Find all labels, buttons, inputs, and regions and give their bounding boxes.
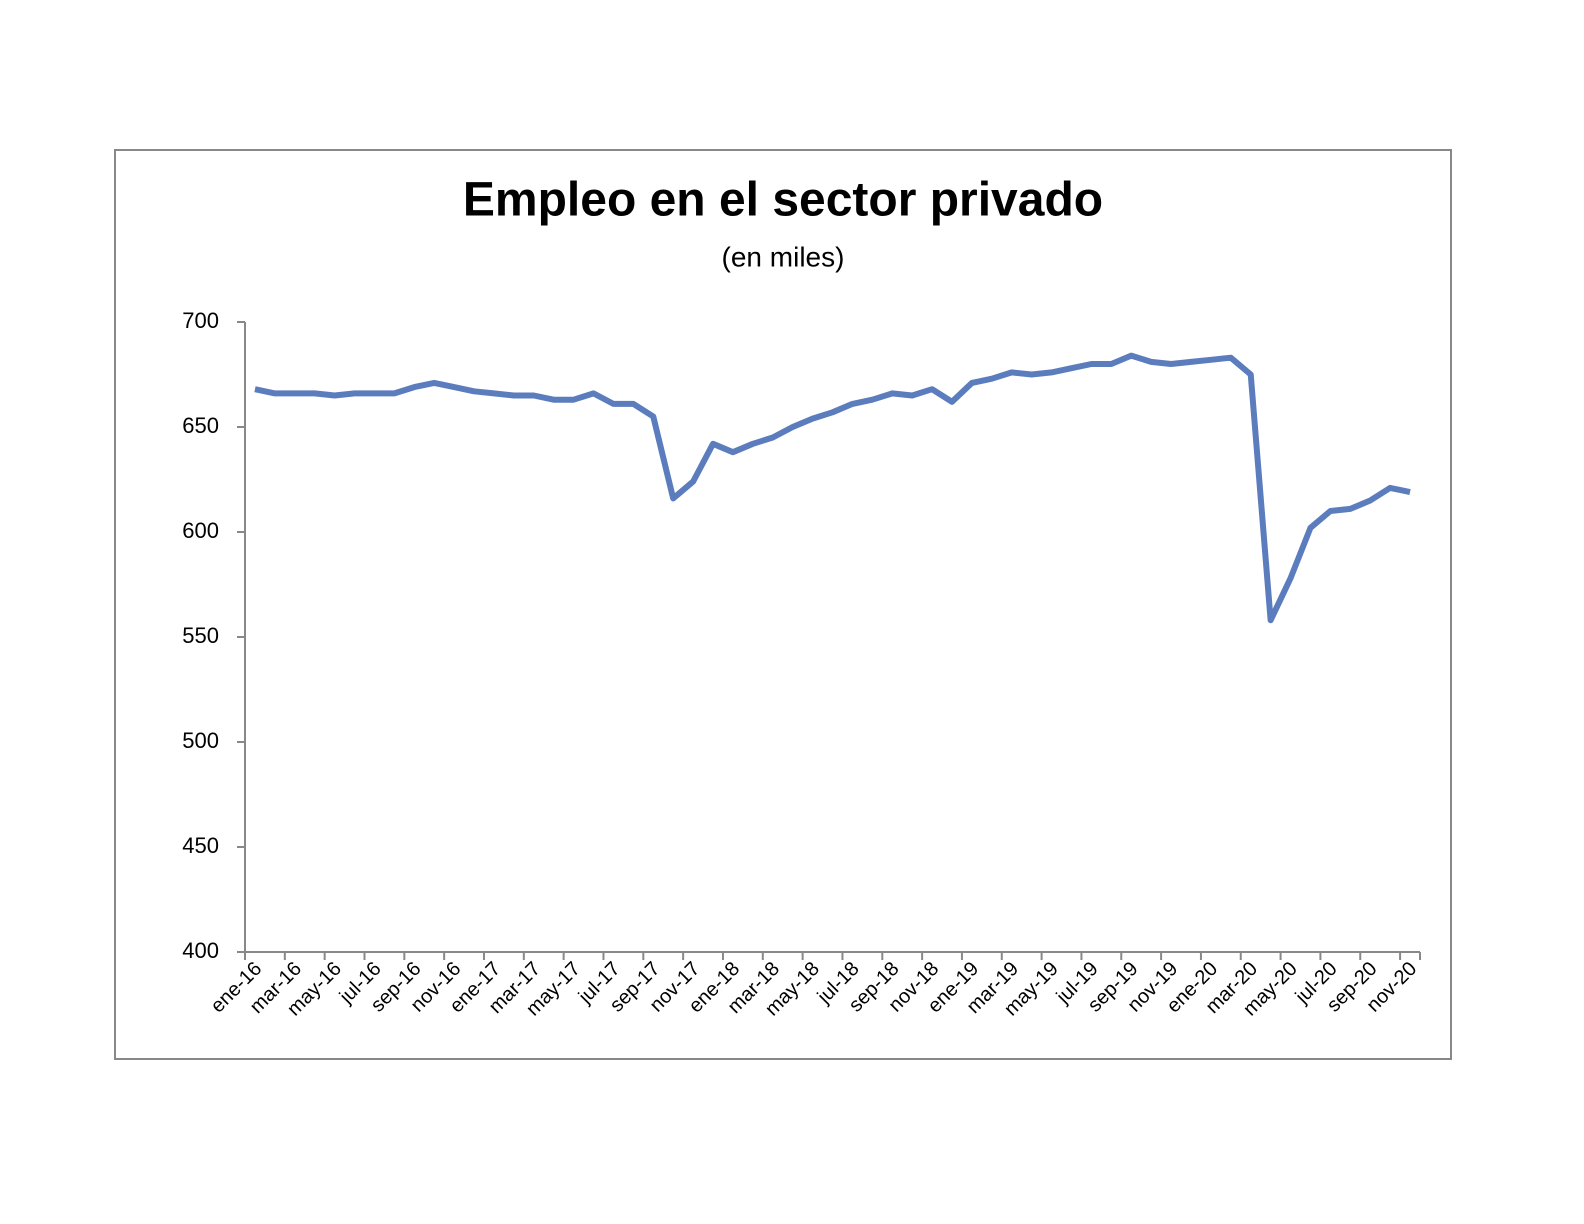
y-tick-label: 650: [182, 413, 219, 438]
chart-subtitle: (en miles): [722, 241, 845, 272]
y-tick-label: 400: [182, 938, 219, 963]
y-tick-label: 500: [182, 728, 219, 753]
y-tick-label: 700: [182, 308, 219, 333]
chart-title: Empleo en el sector privado: [463, 174, 1103, 227]
data-line: [254, 352, 1411, 624]
y-tick-label: 600: [182, 518, 219, 543]
y-tick-label: 450: [182, 833, 219, 858]
y-tick-label: 550: [182, 623, 219, 648]
chart-frame: [114, 149, 1452, 1060]
